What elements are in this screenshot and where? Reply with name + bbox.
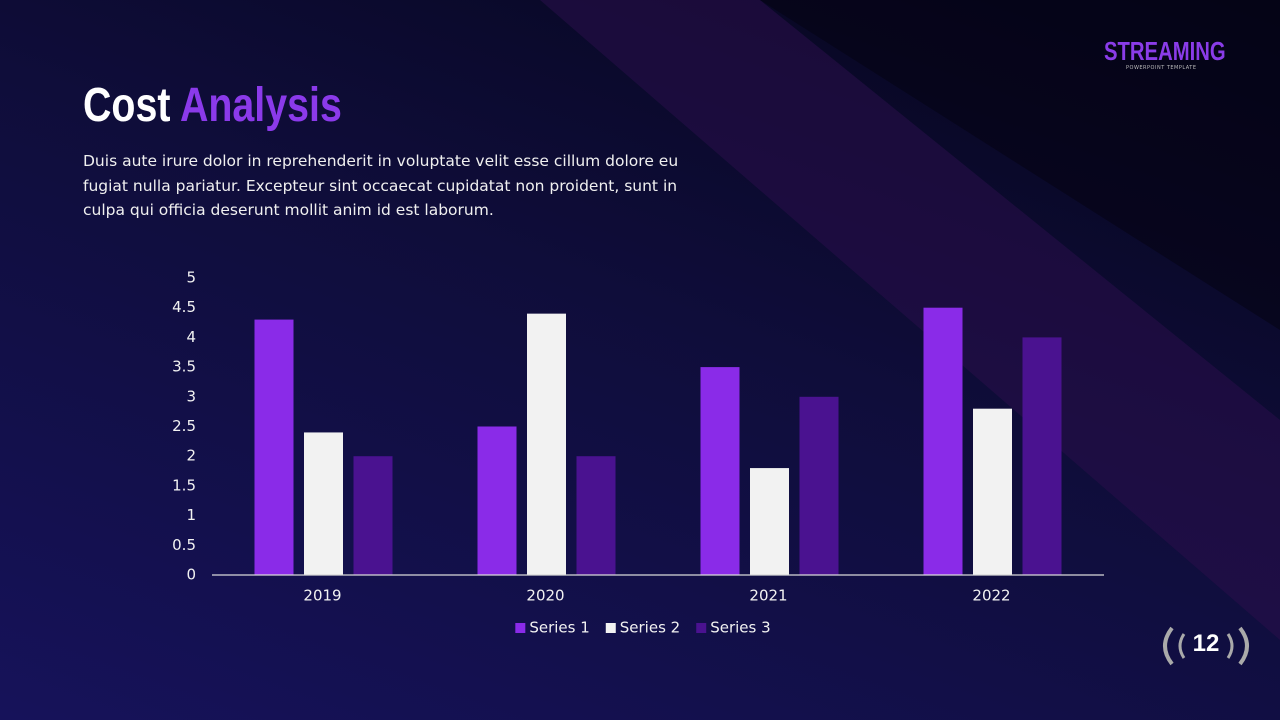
bar xyxy=(700,367,740,575)
x-tick-label: 2020 xyxy=(526,587,564,605)
title-second: Analysis xyxy=(179,79,342,132)
x-tick-label: 2019 xyxy=(303,587,341,605)
bar xyxy=(353,456,393,575)
bar xyxy=(1022,337,1062,575)
y-tick-label: 4.5 xyxy=(172,298,196,316)
bar xyxy=(973,408,1012,575)
title-first: Cost xyxy=(83,79,171,132)
legend-swatch xyxy=(605,623,616,633)
y-tick-label: 1 xyxy=(186,506,196,524)
y-tick-label: 2 xyxy=(186,447,196,465)
bar xyxy=(254,319,294,575)
bar xyxy=(923,307,963,575)
legend-swatch xyxy=(696,623,707,633)
legend-label: Series 1 xyxy=(529,619,589,637)
page-number: 12 xyxy=(1192,630,1220,657)
legend-swatch xyxy=(515,623,526,633)
logo-subtitle: POWERPOINT TEMPLATE xyxy=(1126,65,1197,71)
legend-label: Series 3 xyxy=(710,619,770,637)
x-tick-label: 2022 xyxy=(972,587,1010,605)
y-tick-label: 3.5 xyxy=(172,358,196,376)
y-tick-label: 3 xyxy=(186,387,196,405)
title: Cost Analysis xyxy=(83,78,342,133)
bar xyxy=(750,468,789,575)
y-tick-label: 0 xyxy=(186,566,196,584)
bar xyxy=(477,426,517,575)
bar xyxy=(576,456,616,575)
y-tick-label: 2.5 xyxy=(172,417,196,435)
y-tick-label: 5 xyxy=(186,269,196,287)
logo: STREAMING xyxy=(1104,36,1226,66)
bar xyxy=(304,432,343,575)
y-tick-label: 1.5 xyxy=(172,476,196,494)
bar xyxy=(799,396,839,575)
legend-label: Series 2 xyxy=(620,619,680,637)
body-text: Duis aute irure dolor in reprehenderit i… xyxy=(83,152,679,219)
x-tick-label: 2021 xyxy=(749,587,787,605)
y-tick-label: 4 xyxy=(186,328,196,346)
y-tick-label: 0.5 xyxy=(172,536,196,554)
bar xyxy=(527,313,566,575)
